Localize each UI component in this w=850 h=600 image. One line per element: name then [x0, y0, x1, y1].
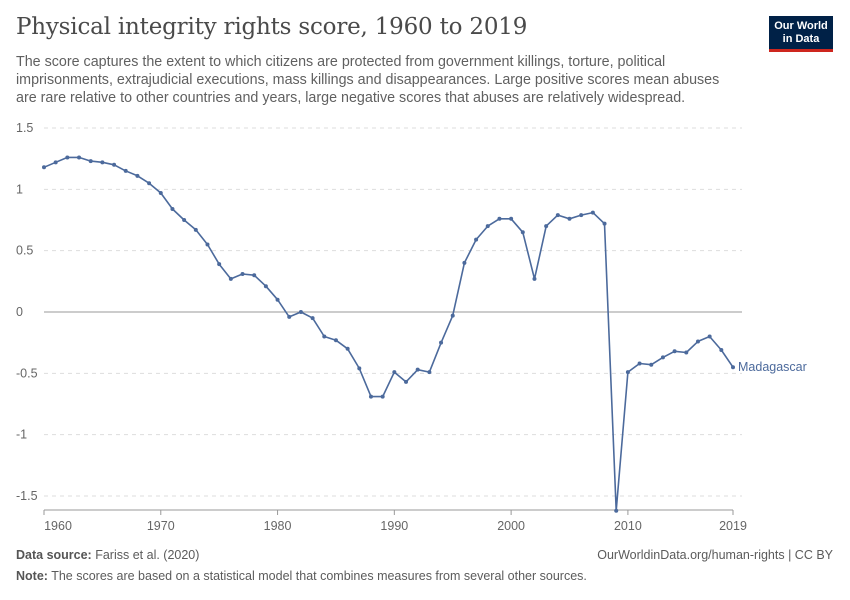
data-point: [660, 355, 665, 360]
data-point: [298, 310, 303, 314]
data-point: [228, 276, 233, 281]
data-point: [614, 508, 619, 513]
chart-subtitle: The score captures the extent to which c…: [16, 54, 720, 106]
data-point: [65, 155, 70, 160]
data-source: Data source: Fariss et al. (2020): [16, 548, 199, 562]
data-point: [625, 370, 630, 375]
data-point: [509, 216, 514, 221]
y-tick-label: -1.5: [16, 489, 38, 503]
note-label: Note:: [16, 569, 48, 583]
data-point: [275, 297, 280, 302]
data-point: [672, 349, 677, 354]
axis-layer: 1.5 1 0.5 0 -0.5 -1 -1.5 1960 1970 1980 1990 2000 20…: [16, 121, 747, 533]
data-point: [100, 160, 105, 165]
data-point: [427, 370, 432, 375]
data-point: [53, 160, 58, 165]
data-source-text[interactable]: Fariss et al. (2020): [95, 548, 200, 562]
y-tick-label: 1: [16, 182, 23, 196]
data-point: [555, 213, 560, 218]
data-point: [567, 216, 572, 221]
x-tick-label: 1970: [147, 519, 175, 533]
data-point: [497, 216, 502, 221]
chart-title: Physical integrity rights score, 1960 to…: [16, 14, 528, 40]
data-point: [333, 338, 338, 343]
data-point: [217, 262, 222, 267]
data-point: [252, 273, 257, 278]
data-point: [544, 224, 549, 229]
logo-line-1: Our World: [774, 20, 828, 32]
data-point: [77, 155, 82, 160]
data-point: [684, 350, 689, 355]
data-point: [462, 260, 467, 265]
data-point: [649, 362, 654, 367]
x-tick-label: 1990: [380, 519, 408, 533]
data-point: [590, 210, 595, 215]
y-tick-label: 0: [16, 305, 23, 319]
y-tick-label: -0.5: [16, 366, 38, 380]
logo-line-2: in Data: [782, 33, 820, 45]
data-point: [135, 173, 140, 178]
data-point: [695, 339, 700, 344]
y-tick-label: 1.5: [16, 121, 33, 135]
data-point: [357, 366, 362, 371]
x-tick-label: 2010: [614, 519, 642, 533]
series-layer: Madagascar: [42, 155, 807, 513]
data-point: [205, 242, 210, 247]
chart-note: Note: The scores are based on a statisti…: [16, 569, 587, 583]
data-point: [322, 334, 327, 339]
data-point: [731, 365, 735, 370]
data-point: [123, 168, 128, 173]
data-point: [182, 218, 187, 222]
data-point: [392, 370, 397, 375]
data-point: [404, 379, 409, 384]
data-point: [439, 340, 444, 345]
data-point: [112, 162, 117, 167]
data-point: [415, 367, 420, 372]
data-point: [345, 346, 350, 351]
data-point: [450, 313, 455, 318]
data-point: [579, 213, 584, 218]
data-point: [310, 316, 315, 321]
data-point: [532, 276, 537, 281]
y-tick-label: -1: [16, 428, 27, 442]
y-tick-label: 0.5: [16, 244, 33, 258]
x-tick-label: 1960: [44, 519, 72, 533]
x-tick-label: 2019: [719, 519, 747, 533]
series-label: Madagascar: [738, 360, 807, 374]
note-text: The scores are based on a statistical mo…: [51, 569, 587, 583]
data-point: [380, 394, 385, 399]
data-point: [240, 271, 245, 276]
data-point: [147, 181, 152, 186]
data-point: [719, 348, 724, 353]
data-point: [520, 230, 525, 235]
series-line-madagascar: [43, 156, 734, 512]
data-point: [474, 237, 479, 242]
license-link[interactable]: OurWorldinData.org/human-rights | CC BY: [597, 548, 833, 562]
x-tick-label: 1980: [264, 519, 292, 533]
data-point: [88, 159, 93, 164]
data-source-label: Data source:: [16, 548, 92, 562]
data-point: [368, 394, 373, 399]
data-point: [263, 284, 268, 289]
data-point: [637, 361, 642, 366]
data-point: [287, 314, 292, 319]
data-point: [707, 334, 712, 339]
data-point: [602, 221, 607, 226]
grid-layer: [44, 127, 742, 497]
data-point: [170, 206, 175, 211]
data-point: [42, 165, 46, 170]
owid-logo[interactable]: Our World in Data: [769, 16, 833, 52]
data-point: [485, 224, 490, 229]
data-point: [158, 191, 163, 196]
data-point: [193, 227, 198, 232]
x-tick-label: 2000: [497, 519, 525, 533]
